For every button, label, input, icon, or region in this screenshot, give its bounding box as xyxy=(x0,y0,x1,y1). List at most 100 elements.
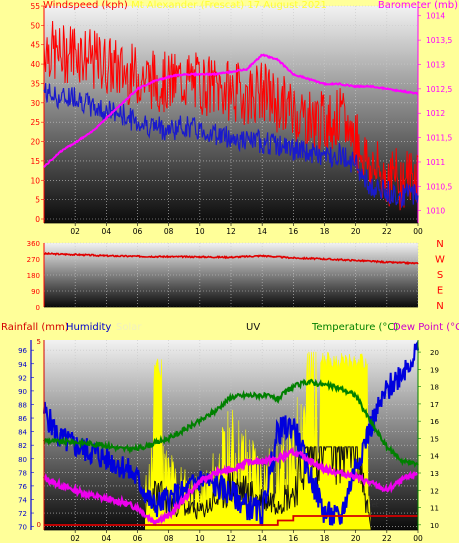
y-tick-label: 360 xyxy=(27,240,40,248)
humidity-tick-label: 86 xyxy=(18,415,27,423)
temperature-tick-label: 17 xyxy=(430,401,439,409)
x-tick-label: 18 xyxy=(320,534,330,543)
humidity-tick-label: 82 xyxy=(18,442,27,450)
x-tick-label: 02 xyxy=(70,227,80,236)
compass-label: N xyxy=(436,301,443,312)
temperature-tick-label: 18 xyxy=(430,384,439,392)
x-tick-label: 00 xyxy=(413,227,423,236)
x-tick-label: 22 xyxy=(382,227,392,236)
rain-tick-label: 5 xyxy=(37,338,41,346)
y-tick-label: 1012 xyxy=(426,109,445,118)
y-tick-label: 25 xyxy=(30,118,40,127)
temperature-tick-label: 15 xyxy=(430,435,439,443)
y-tick-label: 45 xyxy=(30,41,40,50)
humidity-tick-label: 88 xyxy=(18,401,27,409)
x-tick-label: 08 xyxy=(164,534,174,543)
y-tick-label: 0 xyxy=(36,304,40,312)
humidity-tick-label: 74 xyxy=(18,496,27,504)
climate-panel: Rainfall (mm) Humidity Solar UV Temperat… xyxy=(1,322,459,543)
y-tick-label: 270 xyxy=(27,256,40,264)
x-tick-label: 16 xyxy=(289,534,299,543)
x-tick-label: 04 xyxy=(102,534,112,543)
rain-tick-label: 0 xyxy=(37,521,41,529)
y-tick-label: 1012,5 xyxy=(426,85,452,94)
compass-label: S xyxy=(437,270,443,281)
y-tick-label: 180 xyxy=(27,272,40,280)
y-tick-label: 40 xyxy=(30,60,40,69)
solar-label: Solar xyxy=(116,322,142,333)
uv-label: UV xyxy=(246,322,260,333)
humidity-tick-label: 84 xyxy=(18,429,27,437)
y-tick-label: 90 xyxy=(31,288,40,296)
y-tick-label: 10 xyxy=(30,176,40,185)
avg-wind-series-line xyxy=(43,83,419,209)
dewpoint-label: Dew Point (°C) xyxy=(393,322,459,333)
y-tick-label: 0 xyxy=(35,215,40,224)
x-tick-label: 18 xyxy=(320,227,330,236)
x-tick-label: 06 xyxy=(133,534,143,543)
y-tick-label: 5 xyxy=(35,196,40,205)
temperature-tick-label: 16 xyxy=(430,418,439,426)
barometer-axis-label: Barometer (mb) xyxy=(378,0,458,11)
y-tick-label: 1011 xyxy=(426,158,445,167)
rainfall-line xyxy=(44,515,418,526)
x-tick-label: 16 xyxy=(289,227,299,236)
x-tick-label: 22 xyxy=(382,534,392,543)
compass-label: W xyxy=(435,255,445,266)
y-tick-label: 15 xyxy=(30,157,40,166)
barometer-series-line xyxy=(43,53,419,168)
temperature-tick-label: 12 xyxy=(430,487,439,495)
y-tick-label: 1014 xyxy=(426,12,445,21)
y-tick-label: 1013 xyxy=(426,60,445,69)
y-tick-label: 1010 xyxy=(426,207,445,216)
x-tick-label: 12 xyxy=(226,227,236,236)
x-tick-label: 02 xyxy=(70,534,80,543)
y-tick-label: 20 xyxy=(30,138,40,147)
x-tick-label: 12 xyxy=(226,534,236,543)
y-tick-label: 50 xyxy=(30,21,40,30)
y-tick-label: 1013,5 xyxy=(426,36,452,45)
sunset-label: Set xyxy=(367,501,379,509)
temperature-tick-label: 13 xyxy=(430,470,439,478)
dewpoint-line xyxy=(42,446,418,527)
gust-series-line xyxy=(43,20,419,211)
x-tick-label: 10 xyxy=(195,227,205,236)
x-tick-label: 20 xyxy=(351,227,361,236)
y-tick-label: 1010,5 xyxy=(426,182,452,191)
humidity-tick-label: 70 xyxy=(18,524,27,532)
chart-title: Mt Alexander (Frescat) 17 August 2021 xyxy=(131,0,327,11)
x-tick-label: 06 xyxy=(133,227,143,236)
temperature-tick-label: 10 xyxy=(430,522,439,530)
temperature-tick-label: 14 xyxy=(430,453,439,461)
compass-label: N xyxy=(436,239,443,250)
x-tick-label: 08 xyxy=(164,227,174,236)
humidity-tick-label: 80 xyxy=(18,456,27,464)
rainfall-label: Rainfall (mm) xyxy=(1,322,69,333)
temperature-line xyxy=(43,378,419,469)
x-tick-label: 20 xyxy=(351,534,361,543)
temperature-label: Temperature (°C) xyxy=(311,322,398,333)
temperature-tick-label: 20 xyxy=(430,349,439,357)
x-tick-label: 14 xyxy=(257,534,267,543)
humidity-tick-label: 94 xyxy=(18,361,27,369)
humidity-label: Humidity xyxy=(66,322,111,333)
x-tick-label: 14 xyxy=(257,227,267,236)
humidity-tick-label: 96 xyxy=(18,347,27,355)
temperature-tick-label: 11 xyxy=(430,505,439,513)
humidity-tick-label: 92 xyxy=(18,374,27,382)
humidity-line xyxy=(43,340,419,526)
humidity-tick-label: 76 xyxy=(18,483,27,491)
windspeed-axis-label: Windspeed (kph) xyxy=(43,0,128,11)
humidity-tick-label: 90 xyxy=(18,388,27,396)
wind-direction-line xyxy=(43,251,419,266)
y-tick-label: 35 xyxy=(30,79,40,88)
wind-baro-panel: Windspeed (kph) Barometer (mb) Mt Alexan… xyxy=(30,0,458,236)
humidity-tick-label: 72 xyxy=(18,510,27,518)
x-tick-label: 10 xyxy=(195,534,205,543)
temperature-tick-label: 19 xyxy=(430,366,439,374)
y-tick-label: 1011,5 xyxy=(426,134,452,143)
x-tick-label: 00 xyxy=(413,534,423,543)
y-tick-label: 30 xyxy=(30,99,40,108)
